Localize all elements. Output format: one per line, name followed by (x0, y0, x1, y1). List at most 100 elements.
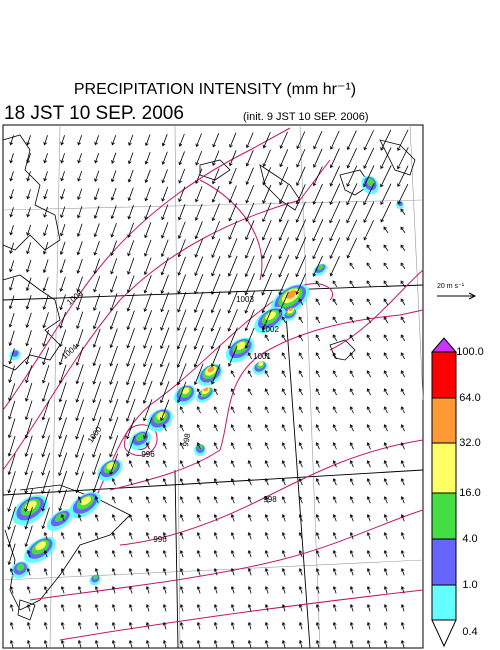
wind-arrow (128, 550, 133, 558)
wind-arrow (281, 334, 287, 342)
wind-arrow (77, 496, 82, 504)
wind-arrow (349, 334, 355, 342)
wind-arrow (281, 460, 286, 468)
wind-arrow (111, 621, 116, 630)
wind-arrow (211, 203, 220, 222)
wind-arrow (60, 153, 65, 164)
wind-arrow (76, 241, 83, 256)
wind-arrow (349, 478, 354, 486)
wind-arrow (26, 171, 31, 182)
wind-arrow (77, 170, 83, 182)
wind-arrow (244, 237, 255, 259)
wind-arrow (94, 567, 99, 576)
contour-label: 1002 (261, 325, 279, 334)
contour-label: 998 (263, 495, 277, 504)
wind-arrow (143, 399, 153, 422)
wind-arrow (161, 204, 169, 221)
wind-arrow (349, 424, 354, 432)
wind-arrow (76, 293, 84, 311)
wind-arrow (60, 135, 65, 146)
wind-arrow (400, 244, 406, 252)
wind-arrow (109, 328, 118, 349)
wind-arrow (397, 129, 409, 152)
wind-arrow (329, 201, 341, 224)
wind-arrow (179, 514, 184, 522)
wind-arrow (366, 639, 371, 648)
wind-arrow (278, 202, 289, 223)
wind-arrow (162, 550, 167, 558)
wind-arrow (247, 388, 252, 396)
wind-arrow (213, 550, 218, 558)
wind-arrow (42, 312, 49, 329)
wind-arrow (383, 244, 389, 252)
wind-arrow (58, 382, 67, 403)
wind-arrow (400, 226, 406, 234)
wind-arrow (380, 201, 392, 223)
wind-arrow (366, 532, 371, 540)
wind-arrow (24, 400, 33, 421)
wind-arrow (7, 453, 16, 476)
wind-arrow (278, 237, 289, 260)
wind-arrow (245, 132, 254, 149)
wind-arrow (162, 442, 167, 450)
wind-arrow (178, 133, 185, 147)
wind-arrow (366, 460, 371, 468)
wind-arrow (92, 399, 102, 422)
wind-arrow (261, 272, 273, 296)
wind-arrow (161, 221, 169, 239)
wind-arrow (59, 276, 66, 292)
wind-arrow (177, 239, 186, 258)
wind-arrow (349, 639, 354, 648)
wind-arrow (9, 153, 14, 164)
wind-arrow (143, 257, 152, 276)
wind-arrow (264, 639, 269, 648)
contour-label: 996 (141, 450, 155, 459)
wind-arrow (94, 135, 100, 146)
wind-arrow (109, 381, 119, 404)
wind-arrow (160, 292, 170, 313)
wind-arrow (298, 639, 303, 648)
wind-arrow (213, 388, 218, 396)
wind-arrow (42, 259, 49, 274)
wind-arrow (110, 240, 117, 257)
wind-arrow (281, 406, 286, 414)
wind-arrow (162, 424, 167, 432)
wind-arrow (262, 149, 271, 167)
wind-arrow (179, 478, 184, 486)
wind-arrow (230, 621, 235, 630)
wind-arrow (298, 406, 303, 414)
wind-arrow (295, 219, 307, 242)
wind-arrow (264, 603, 269, 612)
wind-arrow (349, 280, 355, 288)
wind-arrow (400, 370, 406, 378)
wind-arrow (144, 151, 151, 165)
wind-arrow (75, 364, 84, 385)
wind-arrow (77, 567, 82, 576)
wind-arrow (126, 292, 135, 312)
wind-arrow (162, 603, 167, 612)
init-time: (init. 9 JST 10 SEP. 2006) (243, 111, 369, 123)
wind-arrow (177, 274, 187, 295)
wind-arrow (296, 148, 306, 168)
wind-arrow (145, 496, 150, 504)
wind-arrow (366, 406, 371, 414)
wind-arrow (383, 514, 388, 522)
wind-arrow (7, 418, 16, 439)
wind-arrow (247, 352, 253, 360)
precip-cell (135, 433, 146, 442)
wind-arrow (383, 406, 388, 414)
wind-arrow (196, 388, 201, 396)
wind-arrow (162, 460, 167, 468)
wind-arrow (127, 187, 134, 202)
wind-arrow (26, 639, 31, 648)
wind-arrow (264, 567, 269, 576)
wind-arrow (59, 224, 66, 237)
wind-arrow (363, 219, 375, 241)
wind-arrow (145, 442, 150, 450)
wind-arrow (77, 188, 83, 201)
wind-arrow (8, 277, 15, 291)
wind-arrow (332, 532, 337, 540)
wind-arrow (213, 478, 218, 486)
wind-arrow (212, 133, 220, 148)
wind-arrow (26, 189, 31, 200)
